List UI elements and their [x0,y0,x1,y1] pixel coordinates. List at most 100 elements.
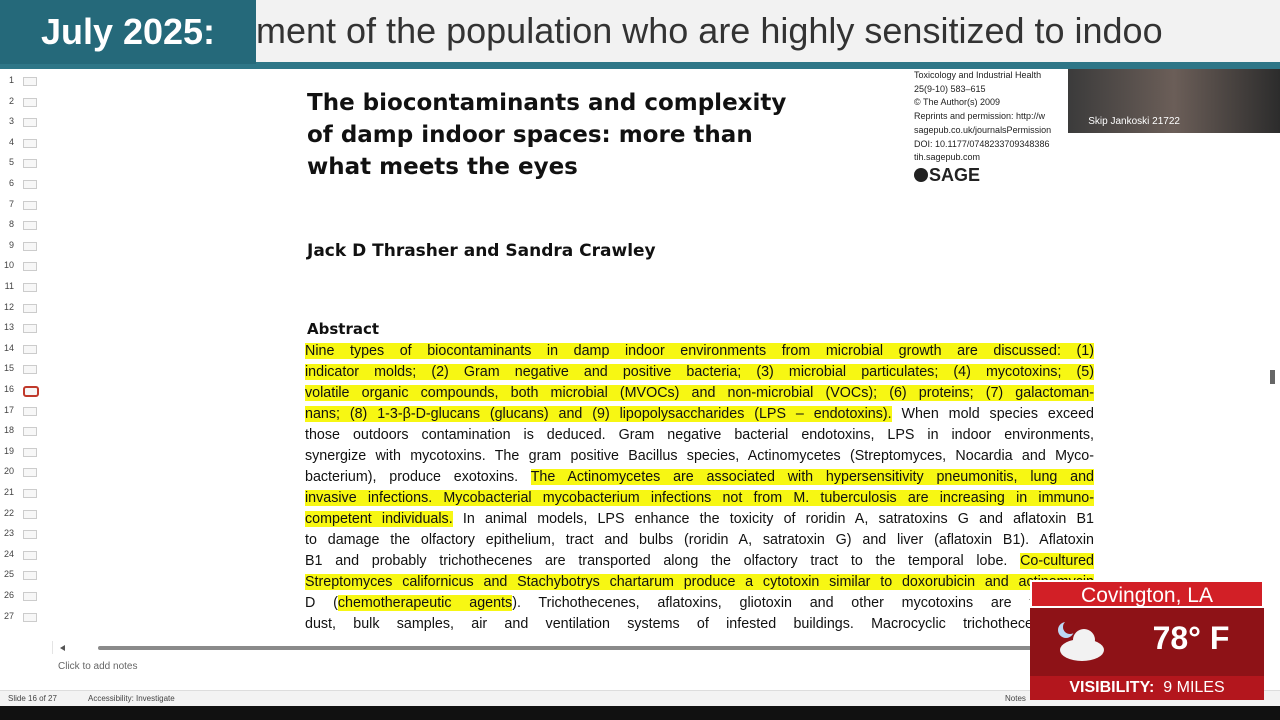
weather-location: Covington, LA [1030,580,1264,608]
paper-title: The biocontaminants and complexity of dam… [307,87,786,183]
highlighted-text: competent individuals. [305,511,453,527]
vertical-scroll-thumb[interactable] [1268,370,1278,386]
title-line: of damp indoor spaces: more than [307,122,753,148]
abstract: Nine types of biocontaminants in damp in… [305,341,1094,635]
abstract-text: ). Trichothecenes, aflatoxins, gliotoxin… [512,595,1094,611]
slide-thumbnail[interactable] [23,344,37,354]
slide-thumbnail[interactable] [23,406,37,416]
slide-number: 16 [3,384,14,394]
slide-thumbnail[interactable] [23,77,37,86]
horizontal-scrollbar[interactable] [60,644,1268,652]
abstract-text: B1 and probably trichothecenes are trans… [305,553,1021,569]
highlighted-text: chemotherapeutic agents [337,595,513,611]
scroll-thumb[interactable] [98,646,1068,650]
banner-date: July 2025: [0,0,256,64]
weather-body: 78° F [1030,608,1264,676]
authors: Jack D Thrasher and Sandra Crawley [307,241,656,261]
slide-thumbnail[interactable] [23,427,37,437]
slide-thumbnail[interactable] [23,241,37,251]
highlighted-text: invasive infections. Mycobacterial mycob… [305,490,1094,506]
webcam: Skip Jankoski 21722 [1068,69,1280,133]
slide-thumbnail[interactable] [23,550,37,560]
abstract-text: In animal models, LPS enhance the toxici… [452,511,1094,527]
cloud-top [1073,629,1095,651]
slide-number: 11 [4,281,14,291]
abstract-line: nans; (8) 1-3-β-D-glucans (glucans) and … [305,404,1094,425]
accessibility[interactable]: Accessibility: Investigate [88,694,175,703]
slide-thumbnail[interactable] [23,283,37,292]
journal-line: 25(9-10) 583–615 [914,83,986,94]
abstract-line: dust, bulk samples, air and ventilation … [305,614,1094,635]
abstract-line: competent individuals. In animal models,… [305,509,1094,530]
abstract-text: bacterium), produce exotoxins. [305,469,531,485]
logo-icon [914,168,928,182]
abstract-line: Streptomyces californicus and Stachybotr… [305,572,1094,593]
visibility-value: 9 MILES [1163,679,1225,696]
abstract-line: B1 and probably trichothecenes are trans… [305,551,1094,572]
slide-number: 5 [8,157,14,168]
highlighted-text: Streptomyces californicus and Stachybotr… [305,574,1094,590]
journal-line: sagepub.co.uk/journalsPermission [914,124,1052,135]
slide-thumbnail[interactable] [23,118,37,128]
slide-thumbnail[interactable] [23,365,37,375]
slide-thumbnail[interactable] [23,200,37,210]
slide-number: 4 [8,136,14,147]
slide-thumbnail[interactable] [23,489,37,498]
slide-thumbnail[interactable] [23,262,37,272]
slide-thumbnail[interactable] [23,221,37,231]
slide-number: 18 [3,425,14,436]
slide-number: 13 [3,322,14,333]
slide-number: 7 [8,198,14,209]
abstract-text: D ( [305,595,338,611]
slide-number: 3 [8,116,14,127]
slide-thumbnail[interactable] [23,571,37,581]
slide-counter: Slide 16 of 27 [8,694,57,703]
slide-thumbnail[interactable] [23,138,37,148]
abstract-text: to damage the olfactory epithelium, trac… [305,532,1094,548]
slide-thumbnails: 1 2 3 4 5 6 7 8 9 10 11 12 13 14 15 16 17 18 19 20 21 22 23 24 2… [0,69,53,654]
title-line: The biocontaminants and complexity [307,90,787,116]
slide-number: 25 [3,569,14,580]
visibility: VISIBILITY: 9 MILES [1030,676,1264,700]
slide-thumbnail[interactable] [23,447,37,457]
slide-number: 12 [3,301,14,312]
slide-thumbnail[interactable] [23,180,37,189]
slide-thumbnail[interactable] [23,324,37,334]
slide: The biocontaminants and complexity of dam… [52,69,1270,641]
slide-thumbnail[interactable] [23,592,37,601]
news-ticker: ment of the population who are highly se… [256,0,1280,62]
abstract-heading: Abstract [307,320,380,338]
slide-thumbnail[interactable] [23,159,37,169]
scroll-thumb[interactable] [1270,370,1275,384]
slide-thumbnail[interactable] [23,612,37,622]
journal-line: Reprints and permission: http://w [914,111,1046,122]
slide-number: 8 [8,219,14,230]
scroll-left[interactable] [60,645,65,651]
slide-number: 20 [3,466,14,477]
visibility-label: VISIBILITY: [1069,679,1155,696]
abstract-text: When mold species exceed [891,406,1094,422]
notes-button[interactable]: Notes [1005,694,1026,703]
highlighted-text: volatile organic compounds, both microbi… [305,385,1094,401]
abstract-text: dust, bulk samples, air and ventilation … [305,616,1094,632]
abstract-line: those outdoors contamination is deduced.… [305,425,1094,446]
slide-thumbnail[interactable] [23,386,39,397]
publisher-logo: SAGE [914,165,980,186]
slide-number: 10 [3,260,14,271]
slide-thumbnail[interactable] [23,303,37,313]
slide-thumbnail[interactable] [23,97,37,107]
highlighted-text: nans; (8) 1-3-β-D-glucans (glucans) and … [305,406,892,422]
journal-line: tih.sagepub.com [914,152,981,163]
slide-thumbnail[interactable] [23,509,37,519]
abstract-line: invasive infections. Mycobacterial mycob… [305,488,1094,509]
notes-placeholder[interactable]: Click to add notes [58,661,138,672]
abstract-text: those outdoors contamination is deduced.… [305,427,1094,443]
slide-number: 6 [8,178,14,188]
webcam-label: Skip Jankoski 21722 [1088,116,1180,127]
slide-thumbnail[interactable] [23,468,37,478]
abstract-line: to damage the olfactory epithelium, trac… [305,530,1094,551]
slide-thumbnail[interactable] [23,530,37,540]
slide-number: 14 [3,342,14,353]
slide-number: 23 [3,528,14,539]
